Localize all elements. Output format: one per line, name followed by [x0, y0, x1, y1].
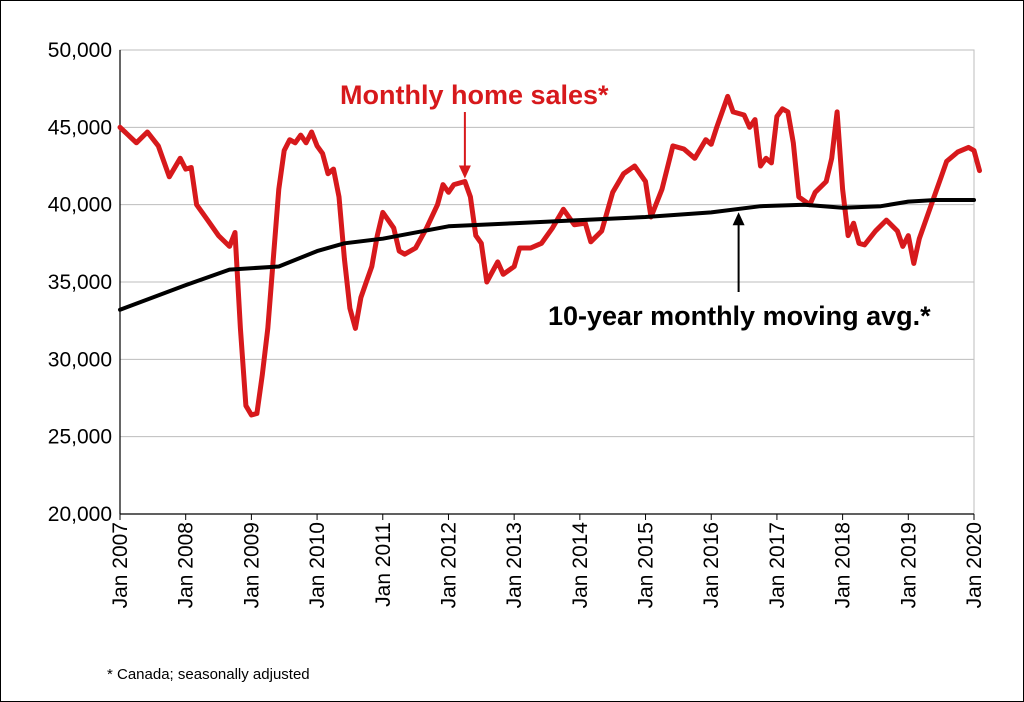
x-tick-label: Jan 2010 [306, 522, 329, 608]
y-tick-label: 45,000 [48, 116, 112, 139]
arrowhead-moving-avg [732, 212, 745, 226]
y-tick-label: 20,000 [48, 503, 112, 526]
y-tick-label: 30,000 [48, 348, 112, 371]
x-tick-label: Jan 2013 [503, 522, 526, 608]
x-tick-label: Jan 2008 [175, 522, 198, 608]
x-tick-label: Jan 2007 [109, 522, 132, 608]
x-tick-label: Jan 2012 [437, 522, 460, 608]
x-tick-label: Jan 2014 [569, 522, 592, 609]
x-tick-label: Jan 2016 [700, 522, 723, 608]
x-tick-label: Jan 2018 [832, 522, 855, 608]
home-sales-line [117, 93, 982, 418]
annotation-moving-avg: 10-year monthly moving avg.* [548, 301, 931, 331]
y-tick-label: 40,000 [48, 194, 112, 217]
x-tick-label: Jan 2017 [766, 522, 789, 608]
x-tick-label: Jan 2009 [240, 522, 263, 608]
x-tick-label: Jan 2011 [372, 522, 395, 607]
x-tick-label: Jan 2020 [963, 522, 986, 608]
annotation-home-sales: Monthly home sales* [340, 80, 609, 110]
y-tick-label: 25,000 [48, 426, 112, 449]
y-tick-label: 50,000 [48, 39, 112, 62]
arrowhead-home-sales [458, 165, 471, 179]
x-tick-label: Jan 2015 [635, 522, 658, 608]
footnote: * Canada; seasonally adjusted [107, 666, 310, 683]
x-tick-label: Jan 2019 [897, 522, 920, 608]
moving-average-line [118, 198, 976, 312]
y-tick-label: 35,000 [48, 271, 112, 294]
